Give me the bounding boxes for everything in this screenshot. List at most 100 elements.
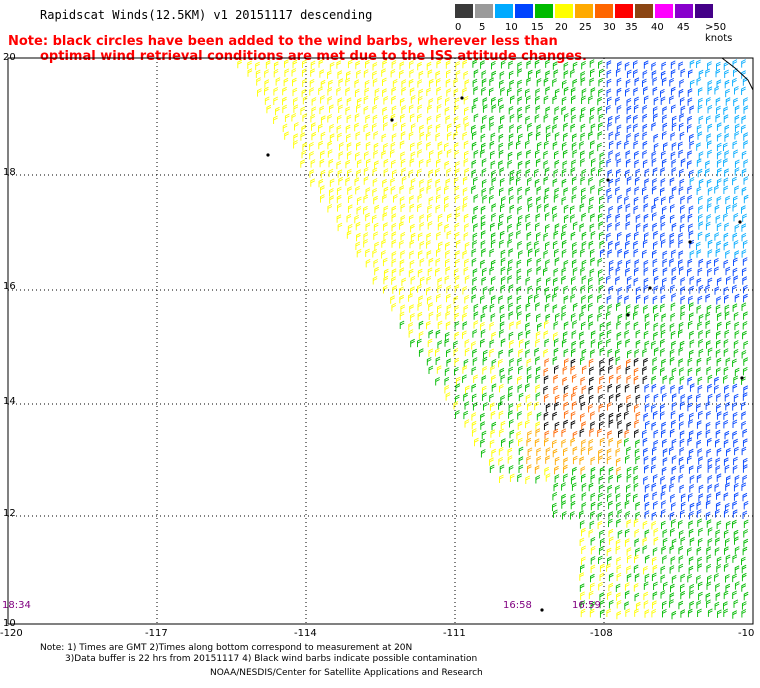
- wind-barb: [714, 384, 719, 394]
- wind-barb: [445, 266, 451, 275]
- wind-barb: [741, 609, 747, 618]
- wind-barb: [517, 151, 522, 160]
- wind-barb: [571, 374, 577, 383]
- wind-barb: [463, 115, 469, 125]
- wind-barb: [464, 294, 470, 304]
- wind-barb: [671, 610, 677, 620]
- wind-barb: [597, 512, 603, 521]
- wind-barb: [255, 69, 261, 78]
- wind-barb: [390, 177, 396, 187]
- wind-barb: [543, 348, 549, 358]
- wind-barb: [643, 267, 649, 276]
- wind-barb: [606, 105, 611, 114]
- wind-barb: [671, 122, 677, 131]
- wind-barb: [671, 438, 677, 448]
- wind-barb: [481, 78, 487, 87]
- wind-barb: [698, 151, 704, 160]
- wind-barb: [336, 60, 342, 69]
- wind-barb: [509, 419, 514, 428]
- wind-barb: [525, 419, 530, 429]
- wind-barb: [661, 313, 667, 322]
- wind-barb: [633, 482, 639, 492]
- wind-barb: [716, 277, 722, 286]
- wind-barb: [446, 358, 452, 367]
- wind-barb: [724, 502, 730, 512]
- wind-barb: [726, 447, 731, 457]
- wind-barb: [625, 240, 630, 250]
- wind-barb: [283, 77, 289, 87]
- wind-barb: [391, 302, 397, 312]
- wind-barb: [462, 286, 468, 295]
- wind-barb: [553, 347, 559, 357]
- wind-barb: [651, 62, 657, 71]
- wind-barb: [598, 340, 603, 349]
- wind-barb: [696, 124, 702, 133]
- wind-barb: [545, 447, 551, 456]
- wind-barb: [508, 248, 514, 257]
- wind-barb: [490, 410, 496, 420]
- wind-barb: [590, 564, 596, 573]
- wind-barb: [670, 475, 676, 485]
- wind-barb: [707, 140, 712, 149]
- wind-barb: [615, 177, 621, 186]
- wind-barb: [588, 446, 593, 455]
- wind-barb: [338, 176, 344, 186]
- wind-barb: [346, 70, 351, 80]
- wind-barb: [580, 150, 585, 159]
- wind-barb: [464, 258, 469, 267]
- wind-barb: [707, 383, 712, 393]
- wind-barb: [491, 177, 497, 186]
- wind-barb: [743, 176, 749, 185]
- wind-barb: [579, 141, 585, 150]
- wind-barb: [570, 106, 576, 116]
- wind-barb: [597, 501, 603, 510]
- wind-barb: [409, 239, 415, 249]
- wind-barb: [669, 194, 674, 204]
- wind-barb: [570, 205, 575, 214]
- wind-barb: [689, 339, 695, 348]
- wind-barb: [588, 302, 593, 312]
- wind-barb: [707, 80, 713, 89]
- wind-barb: [372, 62, 378, 71]
- wind-barb: [588, 385, 594, 395]
- wind-barb: [697, 87, 703, 96]
- wind-barb: [634, 573, 640, 582]
- wind-barb: [436, 312, 442, 321]
- wind-barb: [525, 312, 531, 322]
- wind-barb: [428, 169, 434, 178]
- footer-note-1: Note: 1) Times are GMT 2)Times along bot…: [40, 643, 413, 653]
- wind-barb: [625, 87, 630, 97]
- wind-barb: [714, 286, 720, 295]
- wind-barb: [617, 529, 623, 539]
- wind-barb: [446, 285, 452, 294]
- wind-barb: [553, 194, 559, 203]
- wind-barb: [626, 358, 631, 368]
- wind-barb: [634, 592, 640, 602]
- wind-barb: [355, 131, 361, 140]
- wind-barb: [453, 401, 459, 410]
- wind-barb: [678, 232, 684, 241]
- wind-barb: [579, 456, 585, 465]
- wind-barb: [455, 70, 461, 79]
- wind-barb: [562, 223, 567, 233]
- wind-barb: [426, 320, 431, 330]
- wind-barb: [409, 250, 415, 259]
- wind-barb: [661, 484, 667, 493]
- wind-barb: [733, 375, 739, 384]
- wind-barb: [410, 178, 416, 187]
- wind-barb: [698, 178, 704, 188]
- wind-barb: [626, 124, 632, 133]
- wind-barb: [635, 294, 641, 304]
- wind-barb: [590, 213, 595, 222]
- wind-barb: [723, 286, 729, 295]
- wind-barb: [346, 97, 352, 106]
- wind-barb: [417, 338, 422, 348]
- wind-barb: [536, 232, 541, 241]
- wind-barb: [500, 266, 506, 275]
- wind-barb: [570, 365, 576, 375]
- wind-barb: [563, 401, 569, 411]
- wind-barb: [491, 212, 496, 222]
- wind-barb: [427, 338, 433, 348]
- wind-barb: [337, 169, 343, 178]
- wind-barb: [733, 212, 739, 222]
